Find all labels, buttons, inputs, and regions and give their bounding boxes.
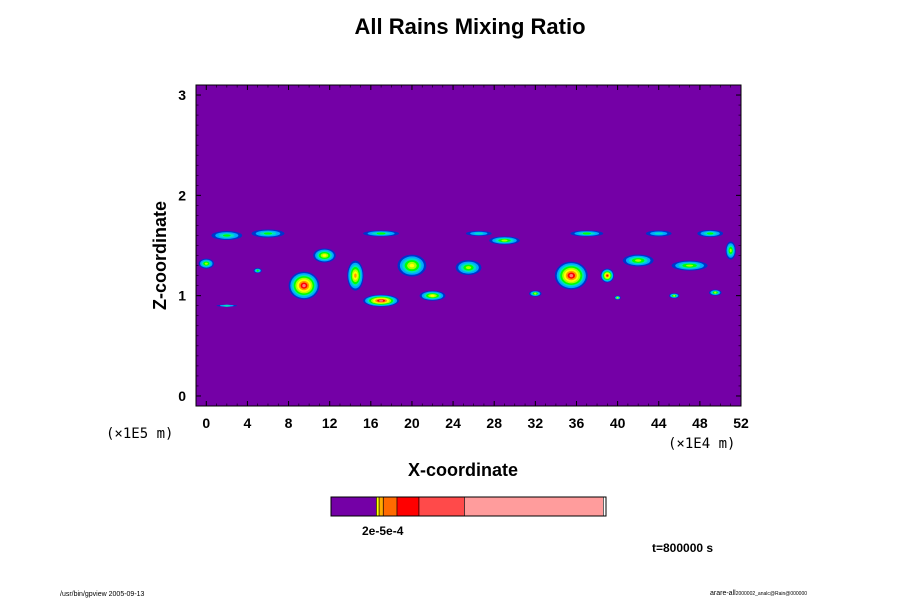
y-tick-label: 2 [178,187,186,203]
y-tick-label: 1 [178,288,186,304]
rain-cell-18-band-4 [635,259,642,262]
x-ticks: 0 4 8 12 16 20 24 28 32 36 40 44 48 52 [202,85,749,431]
rain-cell-5-band-8 [302,284,306,288]
y-ticks: 0 1 2 3 [178,87,741,404]
x-tick-label: 48 [692,415,708,431]
x-tick-label: 20 [404,415,420,431]
rain-cell-22-band-4 [714,291,717,294]
colorbar-segment [376,496,380,517]
rain-cell-2-band-2 [223,304,231,307]
footer-command: /usr/bin/gpview 2005-09-13 [60,591,145,598]
x-tick-label: 52 [733,415,749,431]
x-tick-label: 24 [445,415,461,431]
rain-cell-4-band-3 [256,269,259,272]
x-tick-label: 32 [528,415,544,431]
y-tick-label: 3 [178,87,186,103]
rain-cell-11-band-3 [376,232,386,235]
rain-cell-7-band-6 [354,273,357,278]
x-tick-label: 0 [202,415,210,431]
rain-cell-14-band-4 [534,292,537,295]
rain-cell-19-band-4 [686,264,694,267]
rain-cell-15-band-8 [569,274,574,278]
y-axis-label: Z-coordinate [150,200,171,311]
x-scale-label: (×1E4 m) [668,436,736,452]
x-tick-label: 12 [322,415,338,431]
rain-cell-6-band-5 [322,254,327,257]
footer-file: arare-all2000002_analc@Rain@000000 [710,590,807,597]
colorbar-segment [418,496,465,517]
rain-cell-1-band-3 [263,232,273,235]
rain-cell-13-band-4 [501,239,508,242]
rain-cell-12-band-4 [465,266,472,270]
colorbar-segment [464,496,604,517]
x-tick-label: 36 [569,415,585,431]
rain-cell-17-band-3 [582,232,591,235]
rain-cell-8-band-8 [379,299,384,302]
colorbar-segment [396,496,420,517]
colorbar [330,496,607,517]
rain-cell-23-band-4 [616,296,619,299]
rain-cell-20-band-3 [707,232,714,235]
x-axis-label: X-coordinate [408,460,519,480]
rain-cell-0-band-3 [222,234,231,237]
rain-field [198,229,736,307]
colorbar-segment [382,496,398,517]
x-tick-label: 28 [486,415,502,431]
colorbar-frame [330,496,607,517]
footer-file-main: arare-all [710,590,736,597]
rain-cell-26-band-4 [729,248,732,253]
rain-cell-9-band-5 [409,263,415,268]
x-tick-label: 16 [363,415,379,431]
x-tick-label: 40 [610,415,626,431]
rain-cell-3-band-4 [204,262,208,265]
plot-background [196,85,741,406]
x-tick-label: 4 [244,415,252,431]
rain-cell-21-band-4 [673,294,676,297]
x-tick-label: 44 [651,415,667,431]
rain-cell-25-band-2 [474,232,484,235]
x-tick-label: 8 [285,415,293,431]
rain-cell-10-band-5 [430,294,435,297]
chart-title: All Rains Mixing Ratio [354,14,586,39]
colorbar-segment [330,496,377,517]
colorbar-segment [378,496,384,517]
rain-cell-16-band-7 [606,274,609,277]
rain-cell-24-band-2 [654,232,663,235]
colorbar-label: 2e-5e-4 [362,524,404,538]
footer-file-sub: 2000002_analc@Rain@000000 [735,591,808,597]
time-label: t=800000 s [652,541,714,555]
y-tick-label: 0 [178,388,186,404]
y-scale-label: (×1E5 m) [106,426,174,442]
